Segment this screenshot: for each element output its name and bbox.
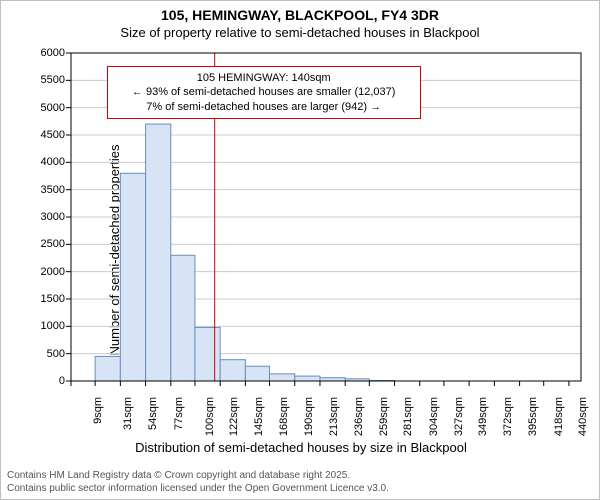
- x-tick-label: 327sqm: [453, 397, 465, 436]
- x-tick-label: 440sqm: [577, 397, 589, 436]
- x-tick-label: 77sqm: [173, 397, 185, 430]
- annotation-line1: 105 HEMINGWAY: 140sqm: [114, 71, 414, 85]
- x-tick-label: 122sqm: [228, 397, 240, 436]
- y-tick-label: 5500: [1, 74, 65, 86]
- y-tick-label: 2000: [1, 266, 65, 278]
- x-tick-label: 168sqm: [279, 397, 291, 436]
- y-tick-label: 1000: [1, 320, 65, 332]
- x-tick-label: 9sqm: [92, 397, 104, 424]
- x-tick-label: 213sqm: [328, 397, 340, 436]
- chart-subtitle: Size of property relative to semi-detach…: [1, 25, 599, 40]
- x-tick-label: 259sqm: [378, 397, 390, 436]
- annotation-line3: 7% of semi-detached houses are larger (9…: [114, 100, 414, 114]
- chart-title: 105, HEMINGWAY, BLACKPOOL, FY4 3DR: [1, 7, 599, 23]
- y-tick-label: 6000: [1, 47, 65, 59]
- annotation-box: 105 HEMINGWAY: 140sqm ← 93% of semi-deta…: [107, 66, 421, 119]
- y-tick-label: 2500: [1, 238, 65, 250]
- y-tick-label: 4000: [1, 156, 65, 168]
- annotation-line2: ← 93% of semi-detached houses are smalle…: [114, 85, 414, 99]
- x-tick-label: 236sqm: [353, 397, 365, 436]
- x-tick-label: 145sqm: [253, 397, 265, 436]
- x-axis-label: Distribution of semi-detached houses by …: [135, 440, 467, 455]
- x-tick-label: 418sqm: [553, 397, 565, 436]
- y-tick-label: 3000: [1, 211, 65, 223]
- y-tick-label: 0: [1, 375, 65, 387]
- x-tick-label: 349sqm: [477, 397, 489, 436]
- y-tick-label: 3500: [1, 184, 65, 196]
- footer-line1: Contains HM Land Registry data © Crown c…: [1, 469, 600, 482]
- x-tick-label: 372sqm: [502, 397, 514, 436]
- y-tick-label: 1500: [1, 293, 65, 305]
- x-tick-label: 304sqm: [428, 397, 440, 436]
- y-tick-label: 5000: [1, 102, 65, 114]
- plot-area: 105 HEMINGWAY: 140sqm ← 93% of semi-deta…: [71, 53, 581, 381]
- y-tick-label: 500: [1, 348, 65, 360]
- x-tick-label: 100sqm: [204, 397, 216, 436]
- x-tick-label: 395sqm: [527, 397, 539, 436]
- footer-line2: Contains public sector information licen…: [1, 482, 600, 495]
- x-tick-label: 190sqm: [303, 397, 315, 436]
- x-tick-label: 54sqm: [147, 397, 159, 430]
- x-tick-label: 31sqm: [122, 397, 134, 430]
- y-tick-label: 4500: [1, 129, 65, 141]
- x-tick-label: 281sqm: [402, 397, 414, 436]
